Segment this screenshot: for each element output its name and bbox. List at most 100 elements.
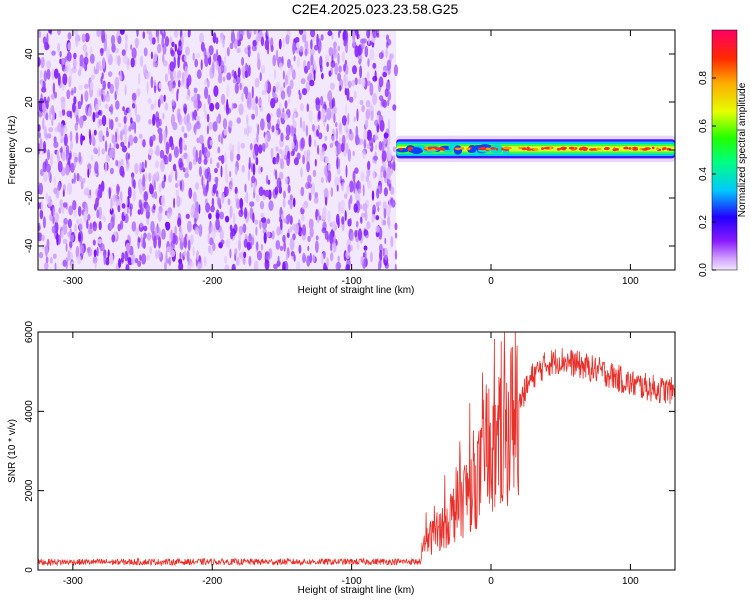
noise-cell xyxy=(306,161,310,173)
noise-cell xyxy=(187,31,190,38)
noise-cell xyxy=(272,54,277,67)
noise-cell xyxy=(157,236,162,249)
noise-cell xyxy=(179,145,183,155)
noise-cell xyxy=(363,128,368,141)
noise-cell xyxy=(185,46,190,56)
noise-cell xyxy=(181,125,185,133)
noise-cell xyxy=(264,134,268,144)
noise-cell xyxy=(261,217,267,223)
noise-cell xyxy=(378,52,384,60)
noise-cell xyxy=(125,264,130,270)
noise-cell xyxy=(62,184,67,192)
noise-cell xyxy=(229,42,234,50)
noise-cell xyxy=(130,252,136,265)
noise-cell xyxy=(163,174,166,183)
signal-peak xyxy=(568,146,575,150)
spectrogram-x-tick-label: 100 xyxy=(622,276,639,287)
noise-cell xyxy=(164,261,167,270)
noise-cell xyxy=(213,85,219,97)
noise-cell xyxy=(363,139,367,149)
noise-cell xyxy=(310,53,314,66)
spectrogram-x-tick-label: 0 xyxy=(488,276,494,287)
noise-cell xyxy=(212,32,217,44)
noise-cell xyxy=(76,101,79,114)
noise-cell xyxy=(320,34,324,41)
noise-cell xyxy=(267,179,271,185)
noise-cell xyxy=(284,100,288,109)
noise-cell xyxy=(302,154,305,165)
noise-cell xyxy=(208,121,213,130)
noise-cell xyxy=(377,206,380,212)
noise-cell xyxy=(378,141,383,151)
noise-cell xyxy=(357,188,362,194)
noise-cell xyxy=(244,70,248,78)
noise-cell xyxy=(162,30,165,34)
noise-cell xyxy=(238,225,243,236)
noise-cell xyxy=(94,260,97,269)
noise-cell xyxy=(187,239,191,251)
noise-cell xyxy=(328,47,334,57)
noise-cell xyxy=(185,95,190,101)
colorbar-tick-label: 0.8 xyxy=(698,71,709,85)
signal-peak xyxy=(455,147,461,151)
noise-cell xyxy=(356,108,359,122)
noise-cell xyxy=(321,227,327,234)
noise-cell xyxy=(147,97,152,104)
noise-cell xyxy=(203,79,208,85)
noise-cell xyxy=(394,222,398,231)
noise-cell xyxy=(212,242,216,252)
noise-cell xyxy=(367,160,371,170)
noise-cell xyxy=(84,83,89,89)
noise-cell xyxy=(366,221,371,229)
signal-peak xyxy=(541,147,545,150)
noise-cell xyxy=(158,82,162,90)
noise-cell xyxy=(310,39,313,50)
noise-cell xyxy=(53,68,59,79)
noise-cell xyxy=(309,79,315,87)
noise-cell xyxy=(178,40,182,47)
noise-cell xyxy=(139,183,143,195)
noise-cell xyxy=(375,144,378,151)
noise-cell xyxy=(120,141,125,147)
noise-cell xyxy=(61,58,65,65)
noise-cell xyxy=(208,213,212,220)
noise-cell xyxy=(183,106,187,114)
noise-cell xyxy=(373,135,379,141)
noise-cell xyxy=(218,199,221,206)
noise-cell xyxy=(45,100,49,110)
noise-cell xyxy=(121,145,127,153)
noise-cell xyxy=(170,49,175,57)
noise-cell xyxy=(106,130,109,138)
noise-cell xyxy=(110,34,116,46)
noise-cell xyxy=(259,219,262,230)
noise-cell xyxy=(51,50,56,56)
noise-cell xyxy=(50,153,53,167)
noise-cell xyxy=(275,123,279,131)
noise-cell xyxy=(383,132,389,139)
snr-x-tick-label: -200 xyxy=(202,576,222,587)
noise-cell xyxy=(238,239,241,252)
noise-cell xyxy=(40,81,44,88)
signal-peak xyxy=(503,146,510,150)
noise-cell xyxy=(42,216,46,229)
noise-cell xyxy=(89,53,95,64)
noise-cell xyxy=(138,199,142,209)
noise-cell xyxy=(270,147,274,160)
noise-cell xyxy=(80,133,83,146)
noise-cell xyxy=(335,121,338,128)
noise-cell xyxy=(264,81,269,92)
noise-cell xyxy=(59,51,62,58)
noise-cell xyxy=(79,244,83,252)
noise-cell xyxy=(227,198,231,206)
noise-cell xyxy=(198,134,204,145)
noise-cell xyxy=(171,99,175,107)
noise-cell xyxy=(77,206,82,217)
noise-cell xyxy=(313,196,319,204)
noise-cell xyxy=(359,65,363,79)
noise-cell xyxy=(132,188,136,202)
noise-cell xyxy=(220,93,226,105)
noise-cell xyxy=(82,63,86,69)
noise-cell xyxy=(378,95,384,101)
noise-cell xyxy=(60,230,64,240)
noise-cell xyxy=(152,204,156,210)
